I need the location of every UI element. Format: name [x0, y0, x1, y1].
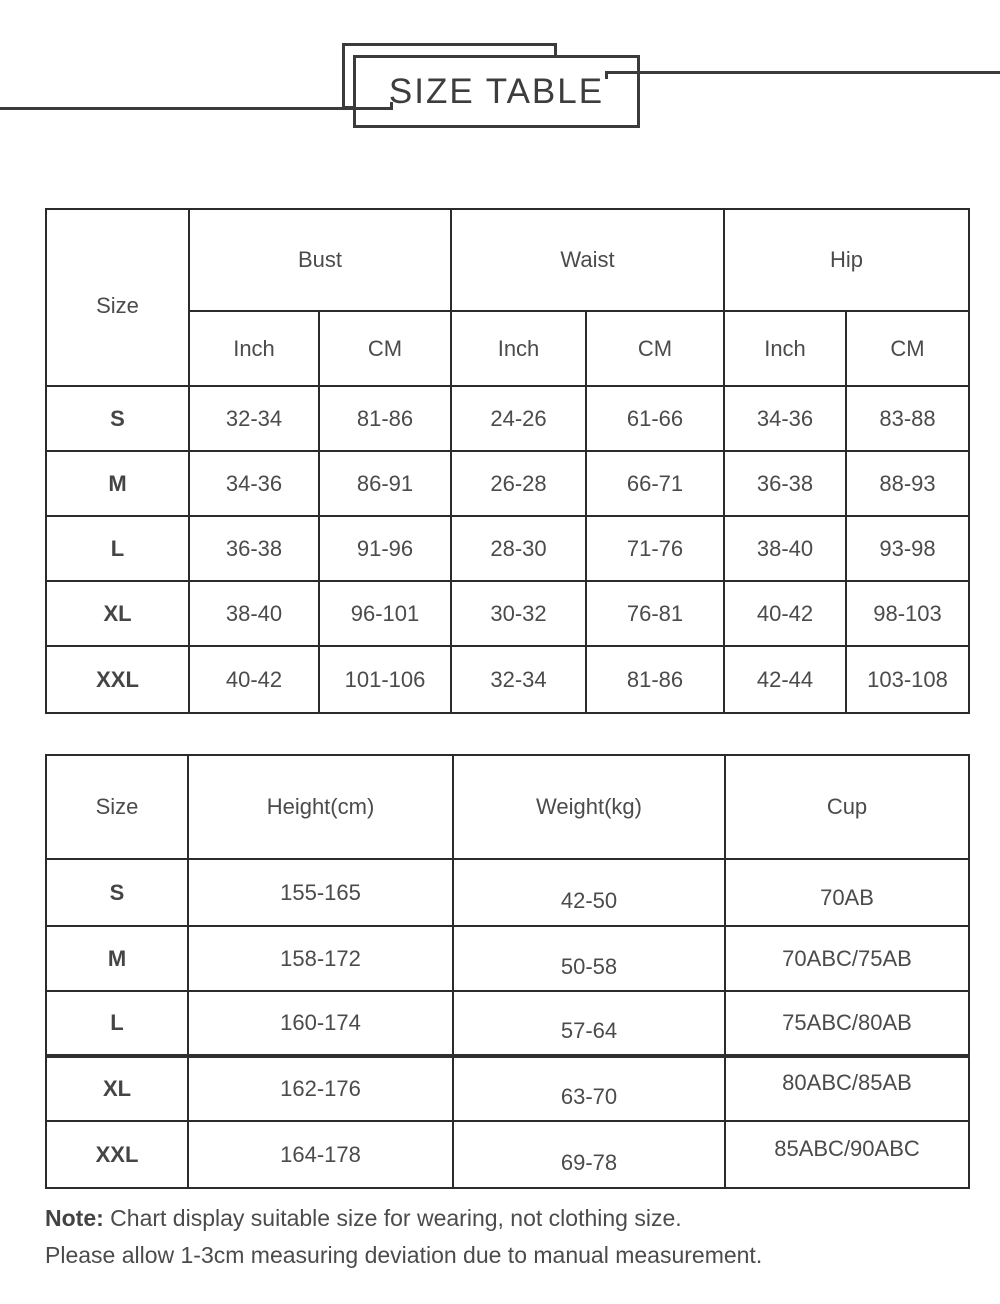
data-cell: 42-50	[452, 858, 726, 927]
header-cell-weight: Weight(kg)	[452, 754, 726, 860]
header-cell-cup: Cup	[724, 754, 970, 860]
note-line-1: Note: Chart display suitable size for we…	[45, 1205, 682, 1231]
data-cell: 160-174	[187, 990, 454, 1057]
note-label: Note:	[45, 1205, 104, 1231]
data-cell: 36-38	[188, 515, 320, 582]
title-left-line	[0, 102, 393, 110]
header-cell-bust: Bust	[188, 208, 452, 312]
data-cell: 71-76	[585, 515, 725, 582]
data-cell: 162-176	[187, 1054, 454, 1122]
subheader-cell: Inch	[723, 310, 847, 387]
header-cell-height: Height(cm)	[187, 754, 454, 860]
size-cell: M	[45, 450, 190, 517]
subheader-cell: Inch	[188, 310, 320, 387]
subheader-cell: Inch	[450, 310, 587, 387]
size-cell: S	[45, 385, 190, 452]
measurements-table: Size Bust Waist Hip Inch CM Inch CM Inch…	[45, 208, 971, 714]
data-cell: 40-42	[188, 645, 320, 714]
table-row: XL 162-176 63-70 80ABC/85AB	[45, 1054, 970, 1122]
data-cell: 80ABC/85AB	[724, 1054, 970, 1122]
fit-table: Size Height(cm) Weight(kg) Cup S 155-165…	[45, 754, 970, 1189]
data-cell: 42-44	[723, 645, 847, 714]
subheader-cell: CM	[318, 310, 452, 387]
data-cell: 86-91	[318, 450, 452, 517]
data-cell: 70AB	[724, 858, 970, 927]
data-cell: 69-78	[452, 1120, 726, 1189]
data-cell: 103-108	[844, 645, 971, 714]
data-cell: 63-70	[452, 1054, 726, 1122]
title-box: SIZE TABLE	[353, 55, 640, 128]
size-cell: XXL	[45, 1120, 189, 1189]
data-cell: 83-88	[844, 385, 971, 452]
table-row: M 34-36 86-91 26-28 66-71 36-38 88-93	[45, 450, 971, 517]
size-cell: M	[45, 925, 189, 992]
data-cell: 24-26	[450, 385, 587, 452]
table-row: XL 38-40 96-101 30-32 76-81 40-42 98-103	[45, 580, 971, 647]
header-cell-waist: Waist	[450, 208, 725, 312]
data-cell: 76-81	[585, 580, 725, 647]
size-cell: XXL	[45, 645, 190, 714]
note-line-2: Please allow 1-3cm measuring deviation d…	[45, 1242, 763, 1268]
size-cell: L	[45, 515, 190, 582]
note-text: Note: Chart display suitable size for we…	[45, 1200, 955, 1274]
data-cell: 57-64	[452, 990, 726, 1057]
data-cell: 91-96	[318, 515, 452, 582]
table-group-header-row: Size Bust Waist Hip	[45, 208, 971, 387]
table-row: S 32-34 81-86 24-26 61-66 34-36 83-88	[45, 385, 971, 452]
data-cell: 93-98	[844, 515, 971, 582]
table-header-row: Size Height(cm) Weight(kg) Cup	[45, 754, 970, 860]
header-cell-hip: Hip	[722, 208, 971, 312]
data-cell: 158-172	[187, 925, 454, 992]
data-cell: 155-165	[187, 858, 454, 927]
table-row: XXL 164-178 69-78 85ABC/90ABC	[45, 1120, 970, 1189]
data-cell: 50-58	[452, 925, 726, 992]
size-cell: L	[45, 990, 189, 1057]
data-cell: 32-34	[188, 385, 320, 452]
data-cell: 98-103	[844, 580, 971, 647]
data-cell: 34-36	[723, 385, 847, 452]
table-row: S 155-165 42-50 70AB	[45, 858, 970, 927]
data-cell: 164-178	[187, 1120, 454, 1189]
subheader-cell: CM	[844, 310, 971, 387]
data-cell: 38-40	[188, 580, 320, 647]
data-cell: 81-86	[585, 645, 725, 714]
subheader-cell: CM	[585, 310, 725, 387]
size-cell: XL	[45, 580, 190, 647]
data-cell: 75ABC/80AB	[724, 990, 970, 1057]
data-cell: 70ABC/75AB	[724, 925, 970, 992]
title-right-line	[605, 71, 1000, 79]
data-cell: 32-34	[450, 645, 587, 714]
data-cell: 26-28	[450, 450, 587, 517]
size-cell: XL	[45, 1054, 189, 1122]
data-cell: 34-36	[188, 450, 320, 517]
table-subheader-row: Inch CM Inch CM Inch CM	[46, 310, 971, 387]
size-cell: S	[45, 858, 189, 927]
data-cell: 66-71	[585, 450, 725, 517]
header-cell-size: Size	[45, 754, 189, 860]
page-title: SIZE TABLE	[388, 71, 605, 111]
data-cell: 38-40	[723, 515, 847, 582]
data-cell: 36-38	[723, 450, 847, 517]
data-cell: 30-32	[450, 580, 587, 647]
table-row: L 36-38 91-96 28-30 71-76 38-40 93-98	[45, 515, 971, 582]
table-row: L 160-174 57-64 75ABC/80AB	[45, 990, 970, 1057]
data-cell: 88-93	[844, 450, 971, 517]
table-row: M 158-172 50-58 70ABC/75AB	[45, 925, 970, 992]
data-cell: 96-101	[318, 580, 452, 647]
data-cell: 61-66	[585, 385, 725, 452]
data-cell: 85ABC/90ABC	[724, 1120, 970, 1189]
header-cell-size: Size	[45, 208, 190, 387]
data-cell: 81-86	[318, 385, 452, 452]
data-cell: 101-106	[318, 645, 452, 714]
data-cell: 28-30	[450, 515, 587, 582]
data-cell: 40-42	[723, 580, 847, 647]
table-row: XXL 40-42 101-106 32-34 81-86 42-44 103-…	[45, 645, 971, 714]
